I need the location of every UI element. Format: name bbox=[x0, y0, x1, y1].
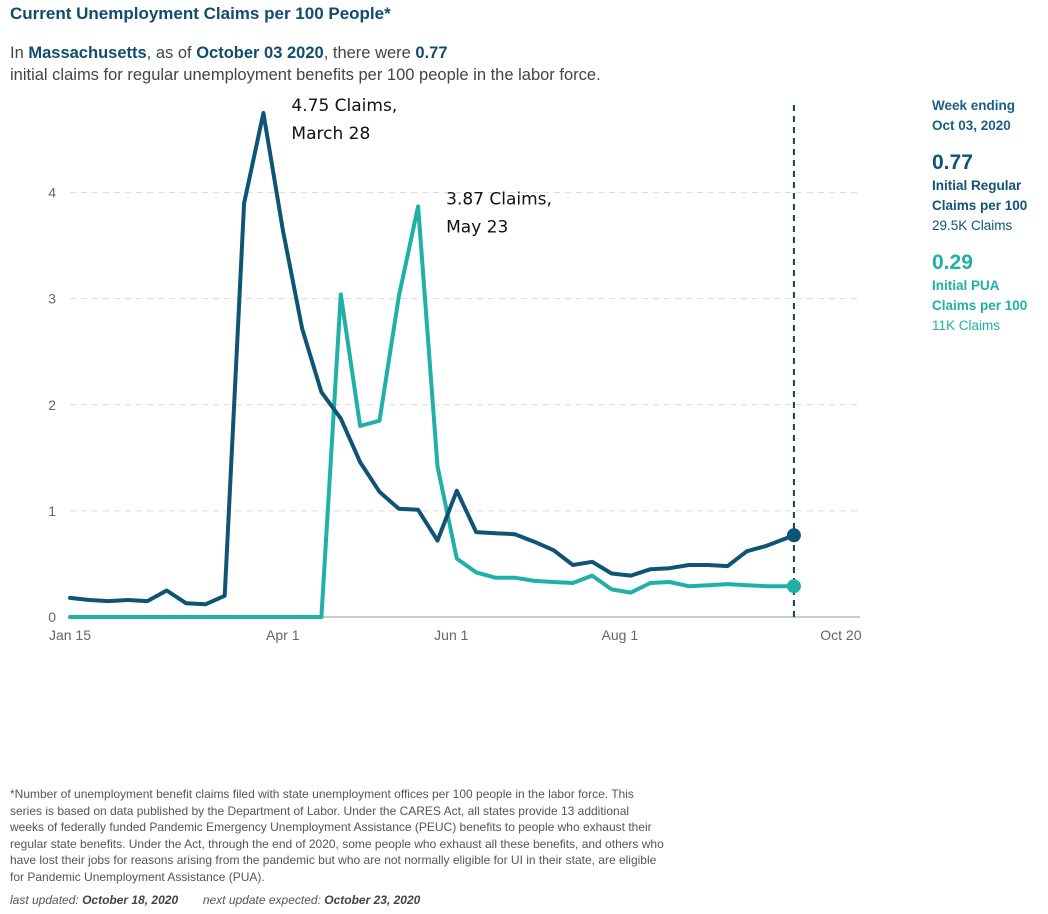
y-tick-label: 1 bbox=[48, 503, 56, 519]
regular-claims-label-1: Initial Regular bbox=[932, 178, 1022, 193]
y-tick-label: 0 bbox=[48, 609, 56, 625]
pua-latest-point bbox=[786, 579, 801, 594]
x-tick-label: Oct 20 bbox=[820, 627, 861, 643]
x-tick-label: Aug 1 bbox=[602, 627, 639, 643]
y-tick-label: 4 bbox=[48, 185, 56, 201]
line-chart: 0 1 2 3 4 Jan 15 Apr 1 Jun 1 Aug 1 Oct 20 4.75 Cla… bbox=[48, 96, 862, 643]
chart-title: Current Unemployment Claims per 100 Peop… bbox=[10, 4, 391, 23]
peak-annotation-2-line2: May 23 bbox=[446, 217, 508, 237]
subtitle-mid2: , there were bbox=[323, 44, 416, 62]
x-tick-label: Jun 1 bbox=[434, 627, 468, 643]
peak-annotation-1-line2: March 28 bbox=[291, 124, 370, 144]
y-tick-label: 2 bbox=[48, 397, 56, 413]
last-updated-label: last updated: bbox=[10, 893, 79, 907]
regular-claims-value: 0.77 bbox=[932, 151, 973, 174]
pua-claims-label-1: Initial PUA bbox=[932, 278, 1000, 293]
subtitle-prefix: In bbox=[10, 44, 29, 62]
chart-subtitle: In Massachusetts, as of October 03 2020,… bbox=[10, 42, 770, 86]
regular-claims-count: 29.5K Claims bbox=[932, 218, 1013, 233]
next-update-label: next update expected: bbox=[202, 893, 321, 907]
subtitle-date: October 03 2020 bbox=[196, 44, 324, 62]
last-updated-date: October 18, 2020 bbox=[82, 893, 179, 907]
pua-claims-value: 0.29 bbox=[932, 251, 973, 274]
peak-annotation-2-line1: 3.87 Claims, bbox=[446, 189, 552, 209]
update-info: last updated: October 18, 2020 next upda… bbox=[10, 893, 420, 907]
next-update-date: October 23, 2020 bbox=[324, 893, 421, 907]
subtitle-mid: , as of bbox=[146, 44, 197, 62]
regular-claims-label-2: Claims per 100 bbox=[932, 198, 1028, 213]
pua-claims-label-2: Claims per 100 bbox=[932, 298, 1028, 313]
subtitle-suffix: initial claims for regular unemployment … bbox=[10, 66, 601, 84]
pua-claims-line bbox=[68, 204, 796, 619]
peak-annotation-1-line1: 4.75 Claims, bbox=[291, 96, 397, 116]
week-ending-date: Oct 03, 2020 bbox=[932, 118, 1011, 133]
subtitle-value: 0.77 bbox=[415, 44, 448, 62]
week-ending-label: Week ending bbox=[932, 98, 1016, 113]
subtitle-state: Massachusetts bbox=[28, 44, 147, 62]
regular-latest-point bbox=[786, 528, 801, 543]
x-tick-label: Jan 15 bbox=[49, 627, 91, 643]
footnote: *Number of unemployment benefit claims f… bbox=[10, 787, 664, 884]
regular-claims-line bbox=[68, 111, 796, 607]
y-tick-label: 3 bbox=[48, 291, 56, 307]
side-panel: Week ending Oct 03, 2020 0.77 Initial Re… bbox=[932, 96, 1048, 336]
x-tick-label: Apr 1 bbox=[266, 627, 300, 643]
pua-claims-count: 11K Claims bbox=[932, 318, 1001, 333]
